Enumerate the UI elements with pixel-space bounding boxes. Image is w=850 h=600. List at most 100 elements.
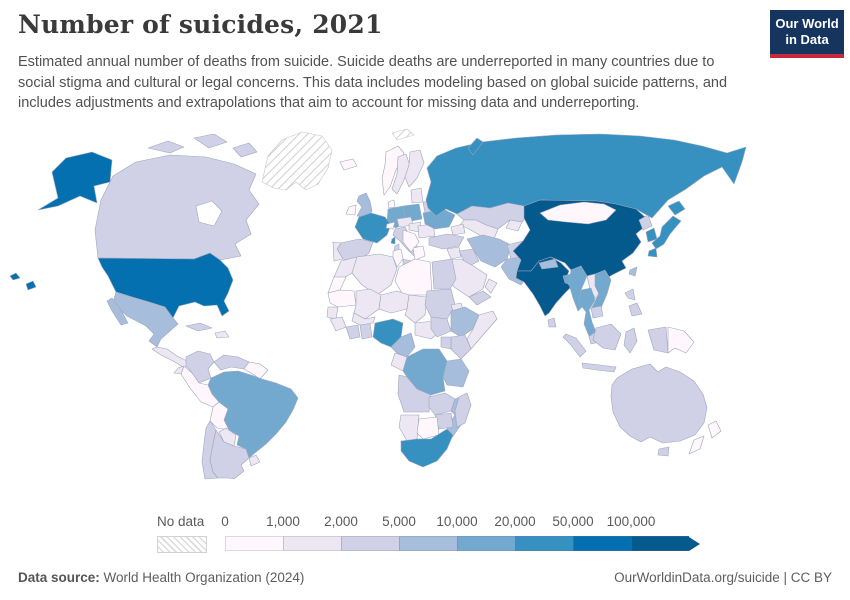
legend-no-data-swatch[interactable] [157,536,207,553]
legend-bin-1[interactable] [283,536,341,551]
country-yemen[interactable] [468,290,492,306]
country-mexico-baja[interactable] [106,297,129,326]
country-greenland[interactable] [261,131,333,191]
country-venezuela[interactable] [213,354,250,371]
country-indonesia-sulawesi[interactable] [623,327,638,354]
country-new-zealand-north[interactable] [707,420,722,439]
country-chad[interactable] [404,294,428,324]
country-mexico[interactable] [112,291,179,348]
owid-logo[interactable]: Our World in Data [770,10,844,58]
country-uganda[interactable] [440,336,452,350]
legend-arrow [689,536,700,551]
legend-bin-4[interactable] [457,536,515,551]
country-ivory-coast[interactable] [345,324,361,340]
country-colombia[interactable] [185,350,215,384]
legend-bin-0[interactable] [225,536,283,551]
country-cambodia[interactable] [590,305,604,319]
country-egypt[interactable] [431,258,457,290]
country-baltics[interactable] [410,187,424,204]
country-libya[interactable] [394,258,433,296]
country-ireland[interactable] [345,204,357,216]
country-india[interactable] [515,256,572,317]
country-indonesia-borneo[interactable] [592,323,622,351]
country-taiwan[interactable] [628,266,638,277]
country-drc[interactable] [402,348,448,396]
country-cuba[interactable] [185,322,213,332]
country-madagascar[interactable] [454,392,472,428]
country-novaya-zemlya[interactable] [467,137,484,156]
country-france[interactable] [354,212,392,244]
legend-bins [225,536,700,551]
country-ghana[interactable] [359,322,373,340]
country-mali[interactable] [353,288,382,320]
country-finland[interactable] [404,149,425,188]
country-hawaii-2[interactable] [25,280,37,291]
country-new-zealand-south[interactable] [688,435,705,455]
country-canada-arctic-3[interactable] [232,142,258,158]
country-philippines-mindanao[interactable] [628,302,643,317]
country-svalbard[interactable] [391,128,415,141]
country-nepal[interactable] [538,258,559,270]
country-tasmania[interactable] [657,446,670,457]
legend-bin-7[interactable] [631,536,689,551]
country-indonesia-sumatra[interactable] [562,333,587,358]
country-hispaniola[interactable] [214,330,230,339]
country-turkey[interactable] [428,233,465,250]
country-uruguay[interactable] [248,454,261,467]
country-canada-arctic-1[interactable] [147,140,185,154]
country-iceland[interactable] [339,158,358,171]
country-burkina-faso[interactable] [351,312,376,326]
legend-tick-label: 100,000 [606,514,656,529]
country-guinea[interactable] [329,316,347,332]
country-tunisia[interactable] [392,248,404,268]
country-south-africa[interactable] [400,428,454,468]
country-japan-kyushu[interactable] [647,247,658,258]
country-portugal[interactable] [332,241,344,262]
country-argentina[interactable] [209,429,250,480]
country-namibia[interactable] [398,414,420,442]
country-canada[interactable] [94,154,260,261]
legend-bin-3[interactable] [399,536,457,551]
country-algeria[interactable] [351,253,398,296]
country-corsica[interactable] [390,236,396,245]
country-syria[interactable] [446,246,462,260]
country-somalia[interactable] [466,310,498,350]
country-south-sudan[interactable] [430,316,452,338]
country-oman[interactable] [484,278,498,294]
country-central-asia-east[interactable] [505,219,523,232]
country-north-korea[interactable] [638,214,653,231]
country-sudan[interactable] [424,288,456,320]
country-hawaii-1[interactable] [9,272,21,281]
legend-bin-5[interactable] [515,536,573,551]
legend-bin-6[interactable] [573,536,631,551]
country-botswana[interactable] [416,416,440,440]
country-japan-hokkaido[interactable] [667,200,686,216]
country-australia[interactable] [610,363,708,444]
country-mongolia[interactable] [539,201,617,225]
country-japan-honshu[interactable] [651,215,682,250]
country-sweden[interactable] [391,153,411,195]
country-mauritania[interactable] [327,289,357,308]
footer-attribution[interactable]: OurWorldinData.org/suicide | CC BY [614,570,832,585]
country-zambia[interactable] [428,392,456,416]
legend-bin-2[interactable] [341,536,399,551]
country-canada-arctic-2[interactable] [193,133,228,149]
country-balkans[interactable] [402,229,420,253]
country-papua-new-guinea[interactable] [667,326,695,354]
country-ecuador[interactable] [173,365,185,375]
country-sri-lanka[interactable] [547,317,557,328]
legend-tick-label: 50,000 [552,514,594,529]
country-denmark[interactable] [387,199,396,209]
country-tanzania[interactable] [442,358,470,388]
country-alaska[interactable] [37,151,113,211]
country-senegal[interactable] [326,306,339,320]
country-niger[interactable] [378,290,410,314]
country-indonesia-java[interactable] [581,362,617,373]
country-indonesia-papua[interactable] [647,326,669,354]
country-caucasus[interactable] [450,223,466,236]
country-switzerland[interactable] [385,221,396,230]
legend-ticks: 0 1,000 2,000 5,000 10,000 20,000 50,000 100,00… [221,514,695,530]
country-philippines-luzon[interactable] [624,288,636,301]
country-greece[interactable] [412,245,426,261]
country-bolivia[interactable] [209,401,230,431]
